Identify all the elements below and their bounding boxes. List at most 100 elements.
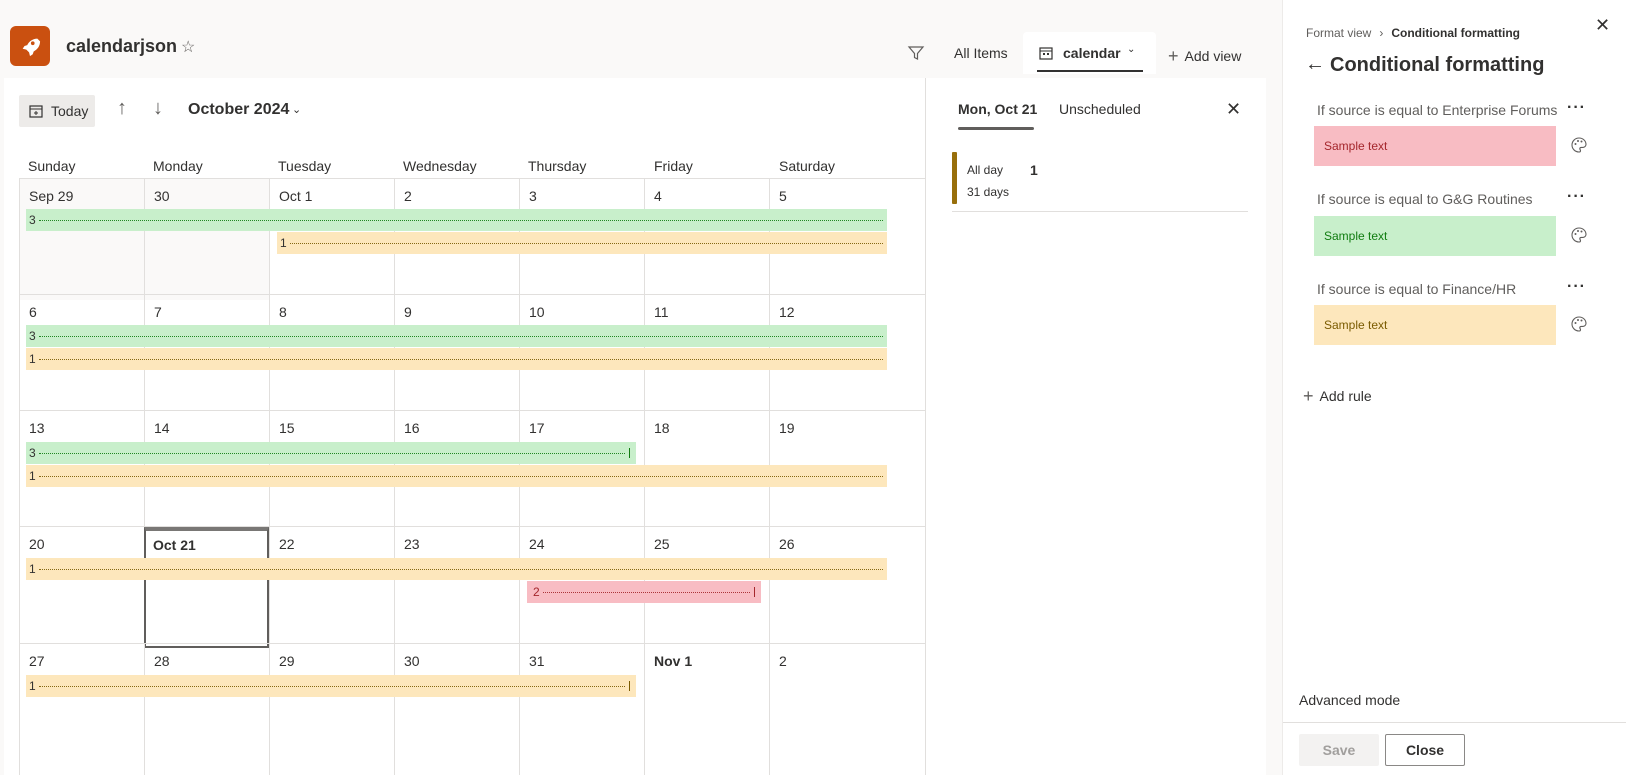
day-number: 14: [154, 420, 170, 436]
today-label: Today: [51, 103, 89, 119]
favorite-star-icon[interactable]: ☆: [181, 39, 196, 56]
more-options-icon[interactable]: ···: [1567, 188, 1586, 205]
day-number: 2: [404, 188, 412, 204]
event-dots: [38, 452, 625, 454]
day-cell[interactable]: Oct 1: [269, 179, 394, 300]
event-bar[interactable]: 1: [26, 675, 636, 697]
event-title: 1: [29, 352, 36, 366]
close-button[interactable]: Close: [1385, 734, 1465, 766]
rule-sample-preview[interactable]: Sample text: [1314, 305, 1556, 345]
day-event-item[interactable]: All day 31 days 1: [952, 152, 1248, 212]
rule-condition-label[interactable]: If source is equal to G&G Routines: [1317, 191, 1533, 207]
palette-icon[interactable]: [1570, 226, 1588, 249]
day-number: 28: [154, 653, 170, 669]
event-bar[interactable]: 1: [26, 465, 887, 487]
event-title: 1: [29, 469, 36, 483]
tab-unscheduled[interactable]: Unscheduled: [1059, 101, 1141, 117]
day-cell[interactable]: 28: [144, 644, 269, 775]
close-icon[interactable]: ✕: [1226, 99, 1242, 119]
day-cell[interactable]: 2: [769, 644, 929, 775]
weekday-label: Thursday: [528, 158, 587, 174]
day-cell[interactable]: 13: [19, 411, 144, 532]
event-bar[interactable]: 2: [527, 581, 761, 603]
rule-condition-label[interactable]: If source is equal to Enterprise Forums: [1317, 102, 1558, 118]
sample-text: Sample text: [1324, 318, 1388, 332]
add-view-button[interactable]: + Add view: [1168, 45, 1241, 66]
day-number: 31: [529, 653, 545, 669]
back-arrow-icon[interactable]: ←: [1305, 53, 1325, 75]
palette-icon[interactable]: [1570, 136, 1588, 159]
event-bar[interactable]: 3: [26, 209, 887, 231]
site-header: calendarjson ☆ All Items calendar ⌄ + Add…: [0, 0, 1282, 78]
day-cell[interactable]: Sep 29: [19, 179, 144, 300]
advanced-mode-link[interactable]: Advanced mode: [1299, 692, 1401, 708]
day-cell[interactable]: 30: [144, 179, 269, 300]
rocket-icon: [22, 38, 41, 57]
event-dots: [38, 685, 625, 687]
chevron-down-icon[interactable]: ⌄: [1127, 44, 1136, 55]
rule-sample-preview[interactable]: Sample text: [1314, 216, 1556, 256]
event-bar[interactable]: 1: [277, 232, 887, 254]
breadcrumb-parent[interactable]: Format view: [1306, 26, 1372, 40]
chevron-right-icon: ›: [1379, 26, 1384, 40]
day-cell[interactable]: 26: [769, 527, 929, 648]
event-bar[interactable]: 3: [26, 325, 887, 347]
day-number: 18: [654, 420, 670, 436]
event-dots: [38, 475, 883, 477]
add-rule-button[interactable]: + Add rule: [1303, 385, 1372, 406]
today-button[interactable]: Today: [19, 95, 95, 127]
breadcrumb: Format view › Conditional formatting: [1306, 26, 1520, 40]
event-bar[interactable]: 1: [26, 348, 887, 370]
day-cell[interactable]: 27: [19, 644, 144, 775]
more-options-icon[interactable]: ···: [1567, 278, 1586, 295]
save-button[interactable]: Save: [1299, 734, 1379, 766]
event-title: 3: [29, 446, 36, 460]
rule-sample-preview[interactable]: Sample text: [1314, 126, 1556, 166]
view-calendar-tab[interactable]: calendar ⌄: [1023, 32, 1156, 74]
chevron-down-icon[interactable]: ⌄: [292, 104, 302, 116]
day-number: 2: [779, 653, 787, 669]
day-number: 30: [154, 188, 170, 204]
day-cell[interactable]: 31: [519, 644, 644, 775]
event-bar[interactable]: 1: [26, 558, 887, 580]
day-cell-today[interactable]: Oct 21: [144, 527, 269, 648]
day-cell[interactable]: 22: [269, 527, 394, 648]
active-tab-indicator: [958, 127, 1034, 130]
day-detail-pane: Mon, Oct 21 Unscheduled ✕ All day 31 day…: [925, 78, 1253, 775]
previous-month-arrow-icon[interactable]: ↑: [117, 97, 127, 119]
day-cell[interactable]: Nov 1: [644, 644, 769, 775]
day-number: 4: [654, 188, 662, 204]
week-row: 13 14 15 16 17 18 19 3 1: [19, 410, 929, 532]
site-title[interactable]: calendarjson: [66, 36, 178, 56]
day-number: Oct 21: [153, 537, 196, 553]
next-month-arrow-icon[interactable]: ↓: [153, 97, 163, 119]
month-picker[interactable]: October 2024: [188, 101, 290, 118]
day-cell[interactable]: 6: [19, 295, 144, 416]
event-dots: [289, 242, 883, 244]
day-number: 30: [404, 653, 420, 669]
day-cell[interactable]: 20: [19, 527, 144, 648]
event-end-marker: [754, 587, 755, 597]
calendar-today-icon: [29, 105, 43, 118]
view-all-items[interactable]: All Items: [954, 45, 1008, 61]
day-cell[interactable]: 23: [394, 527, 519, 648]
add-view-label: Add view: [1184, 48, 1242, 64]
rule-condition-label[interactable]: If source is equal to Finance/HR: [1317, 281, 1517, 297]
day-cell[interactable]: 30: [394, 644, 519, 775]
tab-selected-day[interactable]: Mon, Oct 21: [958, 101, 1038, 117]
site-logo[interactable]: [10, 26, 50, 66]
day-cell[interactable]: 29: [269, 644, 394, 775]
close-icon[interactable]: ✕: [1595, 15, 1611, 35]
event-title: 3: [29, 213, 36, 227]
day-number: 27: [29, 653, 45, 669]
day-cell[interactable]: 24: [519, 527, 644, 648]
palette-icon[interactable]: [1570, 315, 1588, 338]
day-number: 24: [529, 536, 545, 552]
event-title: 1: [1030, 162, 1038, 178]
weekday-label: Sunday: [28, 158, 76, 174]
event-bar[interactable]: 3: [26, 442, 636, 464]
day-number: Nov 1: [654, 653, 693, 669]
month-grid: Sep 29 30 Oct 1 2 3 4 5 3 1 6 7 8 9 10 1…: [19, 178, 929, 775]
filter-icon[interactable]: [907, 44, 925, 67]
more-options-icon[interactable]: ···: [1567, 99, 1586, 116]
